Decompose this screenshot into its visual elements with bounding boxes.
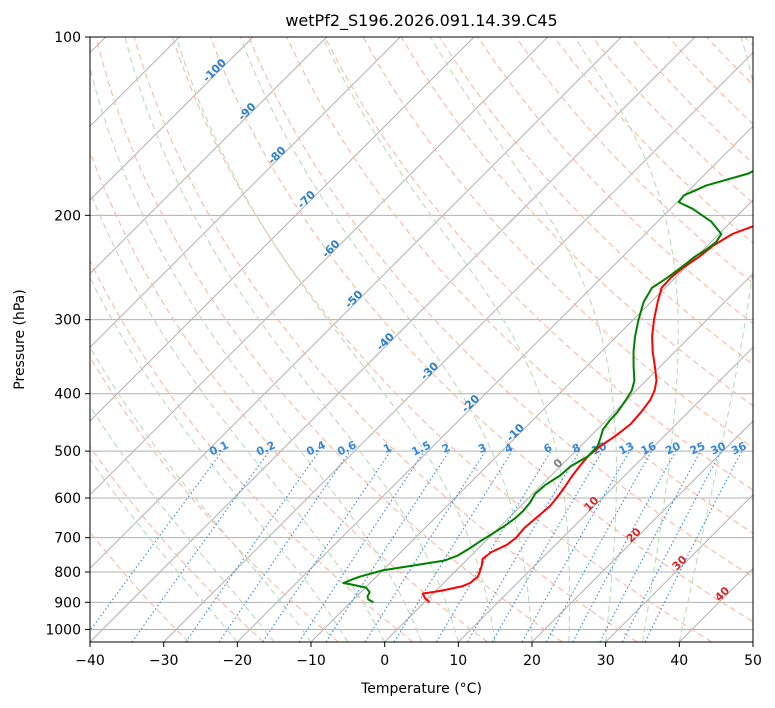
mixing-ratio-label: 25 bbox=[688, 439, 707, 457]
moist-adiabat-line bbox=[322, 37, 571, 642]
moist-adiabat-line bbox=[430, 37, 618, 642]
moist-adiabat-line bbox=[574, 37, 679, 642]
dry-adiabat-line bbox=[248, 37, 753, 578]
y-tick-label: 500 bbox=[54, 444, 81, 460]
y-tick-label: 200 bbox=[54, 208, 81, 224]
isotherm-line bbox=[163, 51, 753, 642]
dry-adiabat-line bbox=[515, 37, 753, 284]
y-tick-label: 400 bbox=[54, 387, 81, 403]
isotherm-line bbox=[90, 37, 328, 275]
dry-adiabat-line bbox=[133, 37, 638, 642]
mixing-ratio-line bbox=[545, 450, 653, 642]
y-tick-label: 100 bbox=[54, 30, 81, 46]
x-tick-label: 40 bbox=[670, 653, 688, 669]
isotherm-line bbox=[384, 272, 753, 642]
x-axis-label: Temperature (°C) bbox=[360, 681, 482, 697]
mixing-ratio-line bbox=[131, 450, 270, 642]
x-tick-label: −10 bbox=[296, 653, 326, 669]
y-tick-label: 700 bbox=[54, 531, 81, 547]
isotherm-line bbox=[90, 37, 622, 570]
mixing-ratio-line bbox=[218, 450, 351, 642]
isotherm-line bbox=[90, 37, 549, 496]
y-tick-label: 300 bbox=[54, 313, 81, 329]
x-tick-label: 0 bbox=[380, 653, 389, 669]
dry-adiabat-line bbox=[171, 37, 712, 642]
x-tick-label: 10 bbox=[449, 653, 467, 669]
y-tick-label: 900 bbox=[54, 595, 81, 611]
grid-lines bbox=[90, 37, 753, 642]
isotherm-line bbox=[531, 420, 753, 642]
moist-adiabat-line bbox=[90, 345, 312, 642]
dry-adiabat-line bbox=[324, 37, 753, 491]
mixing-ratio-label: 13 bbox=[617, 439, 636, 457]
moist-adiabat-line bbox=[90, 189, 386, 642]
dry-adiabat-line bbox=[286, 37, 753, 534]
mixing-ratio-lines bbox=[90, 450, 743, 642]
mixing-ratio-line bbox=[185, 450, 320, 642]
mixing-ratio-line bbox=[572, 450, 677, 642]
x-tick-label: −40 bbox=[75, 653, 105, 669]
moist-adiabat-line bbox=[239, 37, 533, 642]
moist-adiabat-line bbox=[124, 37, 459, 642]
mixing-ratio-line bbox=[262, 450, 392, 642]
mixing-ratio-line bbox=[644, 450, 743, 642]
x-tick-label: 30 bbox=[597, 653, 615, 669]
dry-adiabat-line bbox=[95, 37, 563, 642]
dry-adiabat-line bbox=[90, 259, 414, 642]
mixing-ratio-label: 30 bbox=[709, 439, 729, 457]
sounding-profiles bbox=[342, 169, 753, 604]
y-axis-label: Pressure (hPa) bbox=[12, 289, 28, 389]
dry-adiabat-line bbox=[209, 37, 753, 623]
dry-adiabats bbox=[90, 37, 753, 642]
moist-adiabat-line bbox=[90, 458, 238, 642]
moist-adiabat-line bbox=[90, 65, 423, 642]
dry-adiabat-line bbox=[90, 356, 339, 642]
plot-frame bbox=[89, 36, 754, 643]
plot-area bbox=[90, 37, 753, 642]
temperature-profile-line bbox=[421, 225, 753, 604]
moist-adiabat-line bbox=[175, 37, 496, 642]
mixing-ratio-line bbox=[298, 450, 425, 642]
isotherm-line bbox=[90, 37, 475, 422]
x-tick-label: 50 bbox=[744, 653, 762, 669]
mixing-ratio-label: 36 bbox=[729, 439, 749, 457]
mixing-ratio-label: 20 bbox=[663, 439, 683, 457]
moist-adiabat-line bbox=[678, 37, 753, 642]
mixing-ratio-label: 16 bbox=[639, 439, 659, 457]
mixing-ratio-line bbox=[325, 450, 450, 642]
isotherm-line bbox=[236, 125, 753, 642]
dewpoint-profile-line bbox=[342, 169, 753, 604]
axes: −40 −30 −20 −10 0 10 20 30 40 50 100 200 300 400 500 60… bbox=[45, 30, 762, 669]
moist-adiabats bbox=[90, 37, 753, 642]
moist-adiabat-line bbox=[90, 276, 349, 642]
y-tick-label: 800 bbox=[54, 565, 81, 581]
isotherm-line bbox=[457, 346, 753, 642]
isotherm-line bbox=[605, 493, 753, 642]
mixing-ratio-line bbox=[393, 450, 513, 642]
y-tick-label: 1000 bbox=[45, 622, 81, 638]
moist-adiabat-line bbox=[90, 405, 275, 642]
isotherm-line bbox=[90, 37, 401, 349]
chart-title: wetPf2_S196.2026.091.14.39.C45 bbox=[285, 11, 557, 31]
x-tick-label: 20 bbox=[523, 653, 541, 669]
mixing-ratio-line bbox=[521, 450, 630, 642]
mixing-ratio-line bbox=[90, 450, 223, 632]
x-tick-label: −20 bbox=[223, 653, 253, 669]
y-tick-label: 600 bbox=[54, 491, 81, 507]
isotherm-line bbox=[90, 37, 254, 201]
dry-adiabat-line bbox=[90, 445, 264, 642]
x-tick-label: −30 bbox=[149, 653, 179, 669]
